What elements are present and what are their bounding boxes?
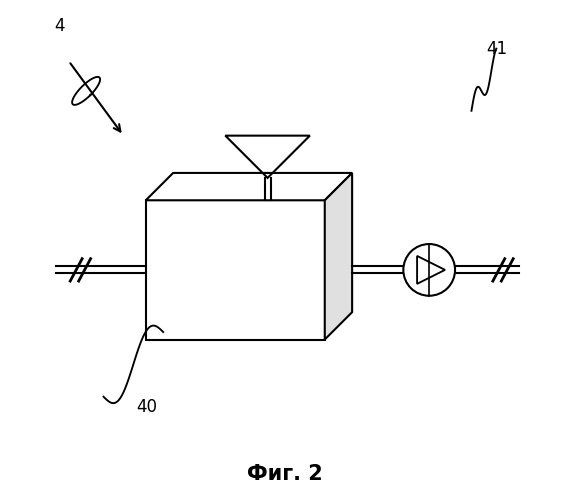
Polygon shape bbox=[146, 200, 325, 340]
Text: 41: 41 bbox=[486, 40, 507, 58]
Text: 40: 40 bbox=[136, 398, 157, 415]
Polygon shape bbox=[146, 173, 352, 201]
Polygon shape bbox=[325, 173, 352, 340]
Text: 4: 4 bbox=[54, 17, 64, 35]
Text: Фиг. 2: Фиг. 2 bbox=[247, 464, 323, 483]
Circle shape bbox=[404, 244, 455, 296]
